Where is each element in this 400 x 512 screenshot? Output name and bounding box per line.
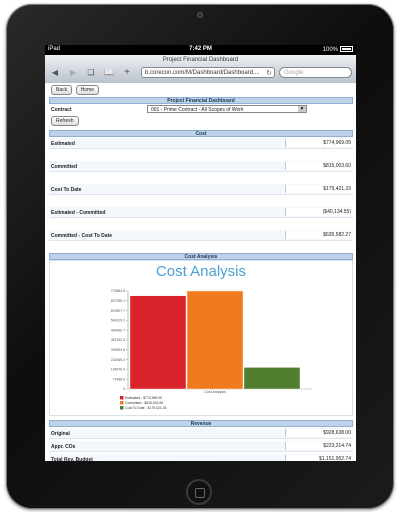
browser-back-icon[interactable]: ◀ — [51, 68, 59, 77]
contract-select-value: 001 - Prime Contract - All Scopes of Wor… — [151, 107, 244, 113]
cost-analysis-chart: Cost Analysis 0 77488.5 154976.9 232465.4 30… — [49, 260, 353, 416]
legend-label: Estimated - $774,969.05 — [125, 396, 162, 400]
y-tick-label: 154976.9 — [111, 368, 125, 372]
bar — [129, 295, 187, 390]
row-label: Estimated - Committed — [51, 210, 106, 216]
home-hardware-button[interactable] — [186, 479, 212, 505]
chevron-down-icon: ▼ — [298, 106, 306, 112]
pages-icon[interactable]: ❏ — [87, 68, 95, 77]
bar — [186, 290, 244, 390]
refresh-button[interactable]: Refresh — [51, 116, 79, 126]
legend-swatch — [120, 406, 124, 410]
chart-svg: 0 77488.5 154976.9 232465.4 309953.8 387442.3… — [111, 289, 312, 410]
row-label: Appr. COs — [51, 444, 76, 450]
table-row: Cost To Date $179,421.33 — [49, 184, 353, 195]
add-tab-icon[interactable]: + — [124, 67, 130, 78]
row-label: Total Rev. Budget — [51, 457, 93, 461]
row-label: Cost To Date — [51, 187, 82, 193]
row-label: Estimated — [51, 141, 75, 147]
table-row: Original $928,638.00 — [49, 428, 353, 439]
cost-analysis-header: Cost Analysis — [49, 253, 353, 260]
row-value: $774,969.05 — [285, 139, 353, 147]
refresh-wrap: Refresh — [51, 116, 79, 126]
row-value: ($40,134.55) — [285, 208, 353, 216]
row-label: Original — [51, 431, 70, 437]
row-value: $635,582.27 — [285, 231, 353, 239]
search-input[interactable]: Google — [279, 67, 352, 78]
battery-percent: 100% — [322, 47, 338, 53]
home-button[interactable]: Home — [75, 85, 99, 95]
legend-label: Committed - $815,003.60 — [125, 401, 163, 405]
dashboard-header: Project Financial Dashboard — [49, 97, 353, 104]
top-buttons: Back Home — [51, 85, 101, 95]
y-tick-label: 309953.8 — [111, 348, 125, 352]
y-tick-label: 387442.3 — [111, 338, 125, 342]
row-value: $1,151,952.74 — [285, 455, 353, 461]
url-bar[interactable]: b.corecon.com/M/Dashboard/Dashboard.... … — [141, 67, 275, 78]
chart-title: Cost Analysis — [155, 263, 247, 280]
table-row: Committed - Cost To Date $635,582.27 — [49, 230, 353, 241]
y-tick-label: 0 — [123, 387, 125, 391]
contract-select[interactable]: 001 - Prime Contract - All Scopes of Wor… — [147, 105, 307, 113]
cost-header: Cost — [49, 130, 353, 137]
table-row: Total Rev. Budget $1,151,952.74 — [49, 454, 353, 461]
table-row: Committed $815,003.60 — [49, 161, 353, 172]
row-label: Committed — [51, 164, 78, 170]
bar — [243, 367, 301, 390]
carrier-label: iPad — [48, 46, 61, 52]
browser-forward-icon[interactable]: ▶ — [69, 68, 77, 77]
dashboard-page: Back Home Project Financial Dashboard Co… — [45, 83, 356, 461]
y-tick-label: 619907.7 — [111, 309, 125, 313]
row-value: $928,638.00 — [285, 429, 353, 437]
reload-icon[interactable]: ↻ — [266, 70, 272, 77]
y-tick-label: 697396.1 — [111, 299, 125, 303]
legend-swatch — [120, 401, 124, 405]
x-tick-label: Cost Analysis — [204, 390, 226, 394]
revenue-header: Revenue — [49, 420, 353, 427]
row-label: Committed - Cost To Date — [51, 233, 113, 239]
table-row: Estimated $774,969.05 — [49, 138, 353, 149]
table-row: Estimated - Committed ($40,134.55) — [49, 207, 353, 218]
status-bar: iPad 7:42 PM 100% — [45, 45, 356, 55]
row-value: $223,314.74 — [285, 442, 353, 450]
browser-tab-title: Project Financial Dashboard — [162, 57, 239, 63]
contract-label: Contract — [51, 107, 72, 113]
y-tick-label: 464930.7 — [111, 328, 125, 332]
browser-toolbar: Project Financial Dashboard ◀ ▶ ❏ 📖 + b.… — [45, 55, 356, 84]
back-button[interactable]: Back — [51, 85, 73, 95]
row-value: $815,003.60 — [285, 162, 353, 170]
legend-label: Cost To Date - $179,421.33 — [125, 406, 167, 410]
row-value: $179,421.33 — [285, 185, 353, 193]
battery-icon — [340, 46, 353, 52]
bookmarks-icon[interactable]: 📖 — [104, 68, 114, 77]
y-tick-label: 77488.5 — [113, 377, 125, 381]
y-tick-label: 774884.6 — [111, 289, 125, 293]
url-text: b.corecon.com/M/Dashboard/Dashboard.... — [145, 70, 260, 76]
legend-swatch — [120, 396, 124, 400]
y-tick-label: 542419.2 — [111, 319, 125, 323]
status-time: 7:42 PM — [189, 46, 212, 52]
contract-row: Contract 001 - Prime Contract - All Scop… — [49, 104, 353, 115]
camera-icon — [197, 12, 203, 18]
battery-status: 100% — [323, 46, 353, 53]
screen: iPad 7:42 PM 100% Project Financial Dash… — [45, 45, 356, 461]
table-row: Appr. COs $223,314.74 — [49, 441, 353, 452]
y-tick-label: 232465.4 — [111, 358, 125, 362]
